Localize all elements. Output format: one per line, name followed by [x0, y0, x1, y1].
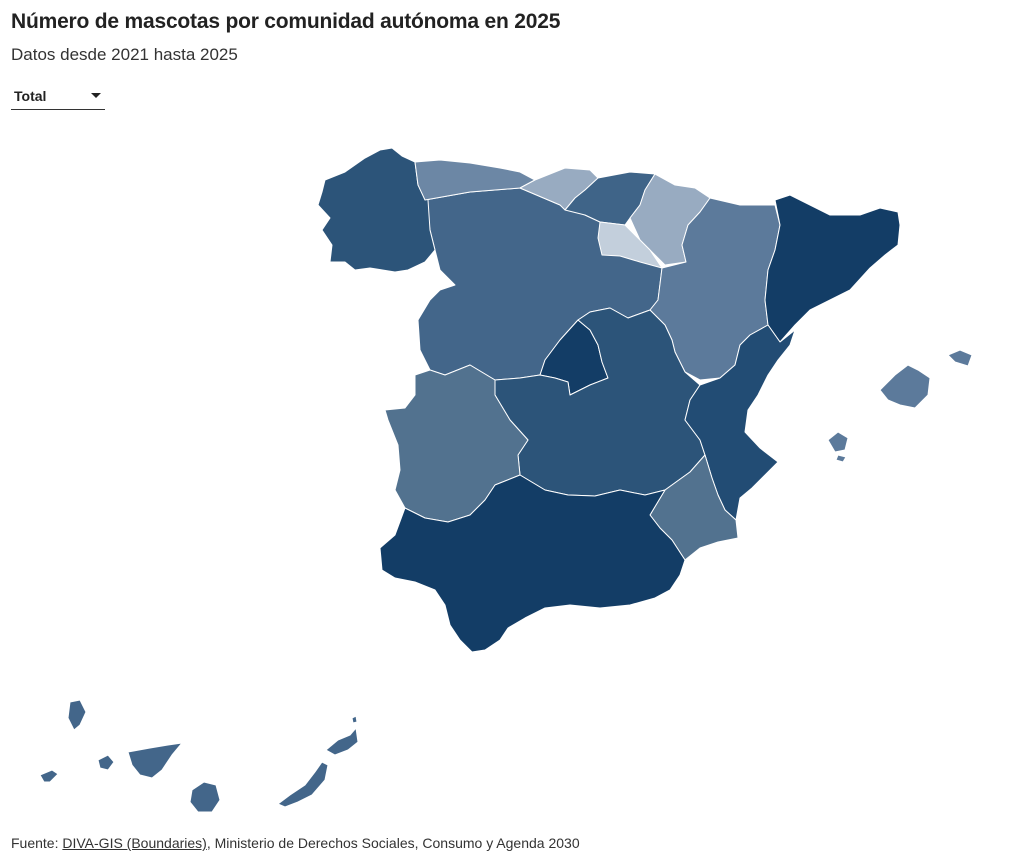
page-title: Número de mascotas por comunidad autónom…: [11, 10, 561, 33]
region-illes-balears-menorca[interactable]: [947, 349, 973, 367]
source-suffix: , Ministerio de Derechos Sociales, Consu…: [206, 835, 580, 851]
source-link[interactable]: DIVA-GIS (Boundaries): [62, 835, 207, 851]
region-canarias-gran-canaria[interactable]: [189, 781, 221, 813]
source-note: Fuente: DIVA-GIS (Boundaries), Ministeri…: [11, 835, 580, 851]
region-cataluna[interactable]: [764, 194, 901, 343]
region-canarias-tenerife[interactable]: [127, 742, 183, 779]
region-illes-balears-mallorca[interactable]: [879, 364, 931, 409]
region-canarias-la-palma[interactable]: [67, 699, 87, 731]
region-la-rioja[interactable]: [597, 221, 663, 269]
metric-select[interactable]: Total: [11, 86, 105, 110]
metric-select-value: Total: [14, 88, 47, 104]
region-canarias-el-hierro[interactable]: [39, 769, 59, 783]
source-prefix: Fuente:: [11, 835, 63, 851]
region-illes-balears-ibiza[interactable]: [827, 431, 849, 453]
caret-down-icon: [91, 93, 101, 98]
region-canarias-la-gomera[interactable]: [97, 754, 115, 771]
region-galicia[interactable]: [317, 147, 436, 273]
region-andalucia[interactable]: [379, 474, 686, 653]
page-subtitle: Datos desde 2021 hasta 2025: [11, 45, 238, 64]
region-canarias-lanzarote[interactable]: [325, 727, 359, 756]
region-canarias-fuerteventura[interactable]: [277, 761, 329, 808]
region-illes-balears-formentera[interactable]: [835, 454, 847, 463]
region-canarias-la-graciosa[interactable]: [351, 715, 358, 724]
